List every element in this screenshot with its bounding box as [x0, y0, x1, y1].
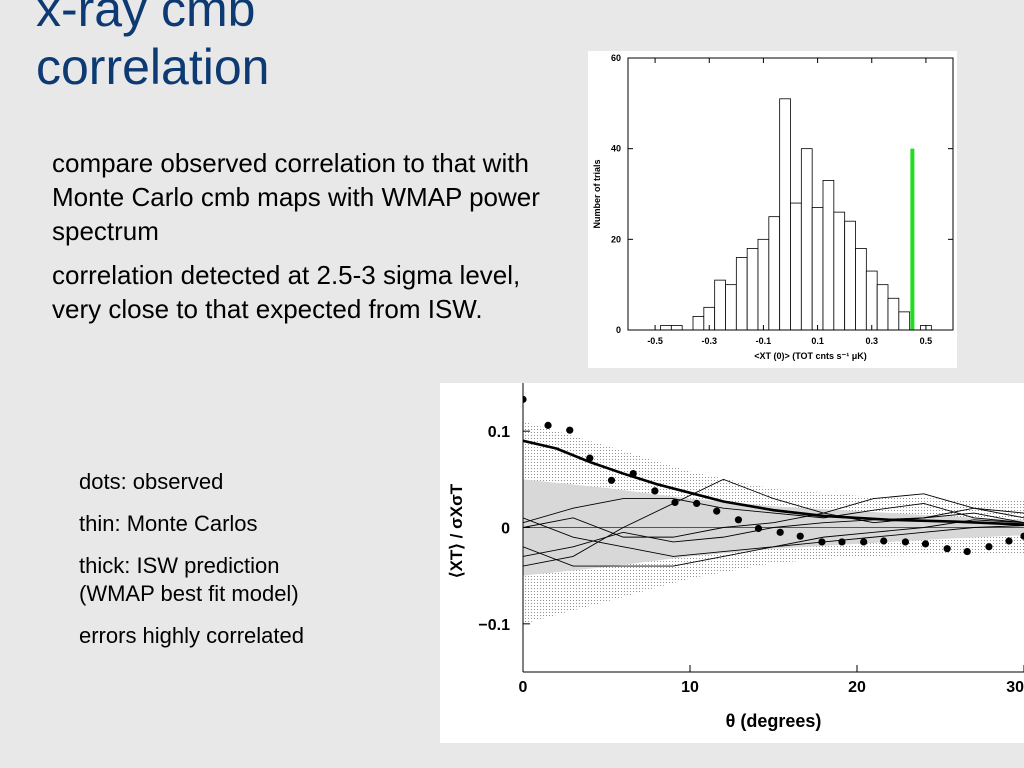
plot-area — [523, 395, 1024, 624]
observed-point — [544, 421, 552, 429]
note-dots: dots: observed — [79, 469, 224, 494]
observed-point — [776, 528, 784, 536]
x-tick-label: 20 — [848, 679, 866, 696]
x-tick-label: -0.5 — [647, 336, 663, 346]
y-tick-label: −0.1 — [478, 617, 510, 634]
histogram-bar — [790, 202, 802, 331]
histogram-bar — [865, 270, 878, 331]
y-tick-label: 20 — [611, 234, 621, 244]
monte-carlo-line — [523, 498, 1024, 524]
observed-point — [754, 524, 763, 533]
observed-point — [693, 499, 701, 508]
histogram-bar — [746, 247, 759, 331]
x-tick-label: 0.3 — [865, 336, 878, 346]
bullet-item: compare observed correlation to that wit… — [52, 148, 540, 246]
observed-point — [838, 538, 846, 546]
histogram-bar — [670, 325, 683, 331]
x-tick-label: 30 — [1006, 679, 1024, 696]
observed-point — [963, 547, 971, 556]
histogram-bar — [844, 220, 856, 331]
observed-point — [985, 543, 993, 551]
x-tick-label: -0.3 — [701, 336, 717, 346]
histogram-bar — [725, 284, 737, 331]
observed-point — [1005, 537, 1013, 545]
observed-point — [921, 540, 930, 548]
x-tick-label: -0.1 — [756, 336, 772, 346]
y-tick-label: 0.1 — [488, 424, 510, 441]
monte-carlo-line — [523, 493, 1024, 538]
histogram-bar — [833, 211, 846, 331]
note-thick: thick: ISW prediction (WMAP best fit mod… — [79, 552, 439, 608]
histogram-bar — [692, 315, 705, 331]
note-errors: errors highly correlated — [79, 623, 304, 648]
plot-frame — [627, 57, 954, 331]
title-line: x-ray cmb — [36, 0, 256, 37]
histogram-bar — [898, 311, 911, 331]
title-line: correlation — [36, 39, 270, 95]
histogram-panel: -0.5 -0.3 -0.1 0.1 0.3 0.5 0 20 40 60 <XT (0)> (TO… — [588, 51, 957, 368]
y-tick-label: 0 — [616, 325, 621, 335]
note-thick-line: (WMAP best fit model) — [79, 581, 299, 606]
monte-carlo-line — [523, 507, 1024, 557]
observed-point — [713, 507, 721, 515]
x-axis-label: <XT (0)> (TOT cnts s⁻¹ μK) — [754, 351, 867, 361]
observed-point — [901, 538, 910, 546]
legend-notes: dots: observed thin: Monte Carlos thick:… — [79, 468, 439, 664]
note-thick-line: thick: ISW prediction — [79, 553, 280, 578]
y-axis-label: ⟨XT⟩ / σXσT — [447, 483, 466, 578]
y-axis-label: Number of trials — [592, 159, 602, 228]
observed-point — [734, 516, 743, 524]
histogram-bar — [800, 148, 813, 331]
x-tick-label: 10 — [681, 679, 699, 696]
histogram-bar — [779, 98, 791, 331]
monte-carlo-line — [523, 517, 1024, 557]
observed-point — [671, 498, 679, 507]
isw-prediction-line — [523, 439, 1024, 526]
correlation-chart: 0 10 20 30 0.1 0 −0.1 θ (degrees) ⟨XT⟩ / σXσT — [447, 383, 1024, 731]
y-tick-label: 40 — [611, 144, 621, 154]
observed-point — [860, 538, 868, 546]
bullet-list: compare observed correlation to that wit… — [52, 146, 562, 336]
observed-point — [1020, 532, 1024, 540]
x-axis-label: θ (degrees) — [726, 711, 822, 731]
histogram-bar — [811, 207, 824, 331]
observed-point — [586, 454, 594, 462]
observed-point — [607, 476, 616, 484]
histogram-chart: -0.5 -0.3 -0.1 0.1 0.3 0.5 0 20 40 60 <XT (0)> (TO… — [592, 53, 954, 361]
correlation-panel: 0 10 20 30 0.1 0 −0.1 θ (degrees) ⟨XT⟩ / σXσT — [440, 383, 1024, 743]
note-thin: thin: Monte Carlos — [79, 511, 258, 536]
y-tick-label: 0 — [501, 521, 510, 538]
bullet-item: correlation detected at 2.5-3 sigma leve… — [52, 260, 521, 324]
histogram-bar — [757, 238, 770, 331]
observed-point — [523, 395, 527, 403]
x-tick-label: 0.5 — [920, 336, 933, 346]
x-tick-label: 0 — [519, 679, 528, 696]
observed-point — [651, 487, 659, 495]
x-tick-label: 0.1 — [811, 336, 824, 346]
histogram-bar — [855, 247, 867, 331]
observed-point — [818, 538, 826, 546]
histogram-bar — [876, 284, 889, 331]
observed-point — [943, 545, 951, 553]
observed-point — [880, 537, 888, 545]
histogram-bar — [714, 279, 726, 331]
observed-point — [566, 426, 574, 434]
histogram-bar — [660, 325, 672, 331]
observed-point — [796, 532, 804, 540]
observed-point — [629, 469, 637, 478]
histogram-bar — [887, 297, 900, 331]
histogram-bar — [735, 257, 748, 331]
histogram-bar — [822, 179, 835, 331]
slide-title: x-ray cmb correlation — [36, 0, 556, 96]
y-tick-label: 60 — [611, 53, 621, 63]
histogram-bar — [768, 216, 781, 331]
